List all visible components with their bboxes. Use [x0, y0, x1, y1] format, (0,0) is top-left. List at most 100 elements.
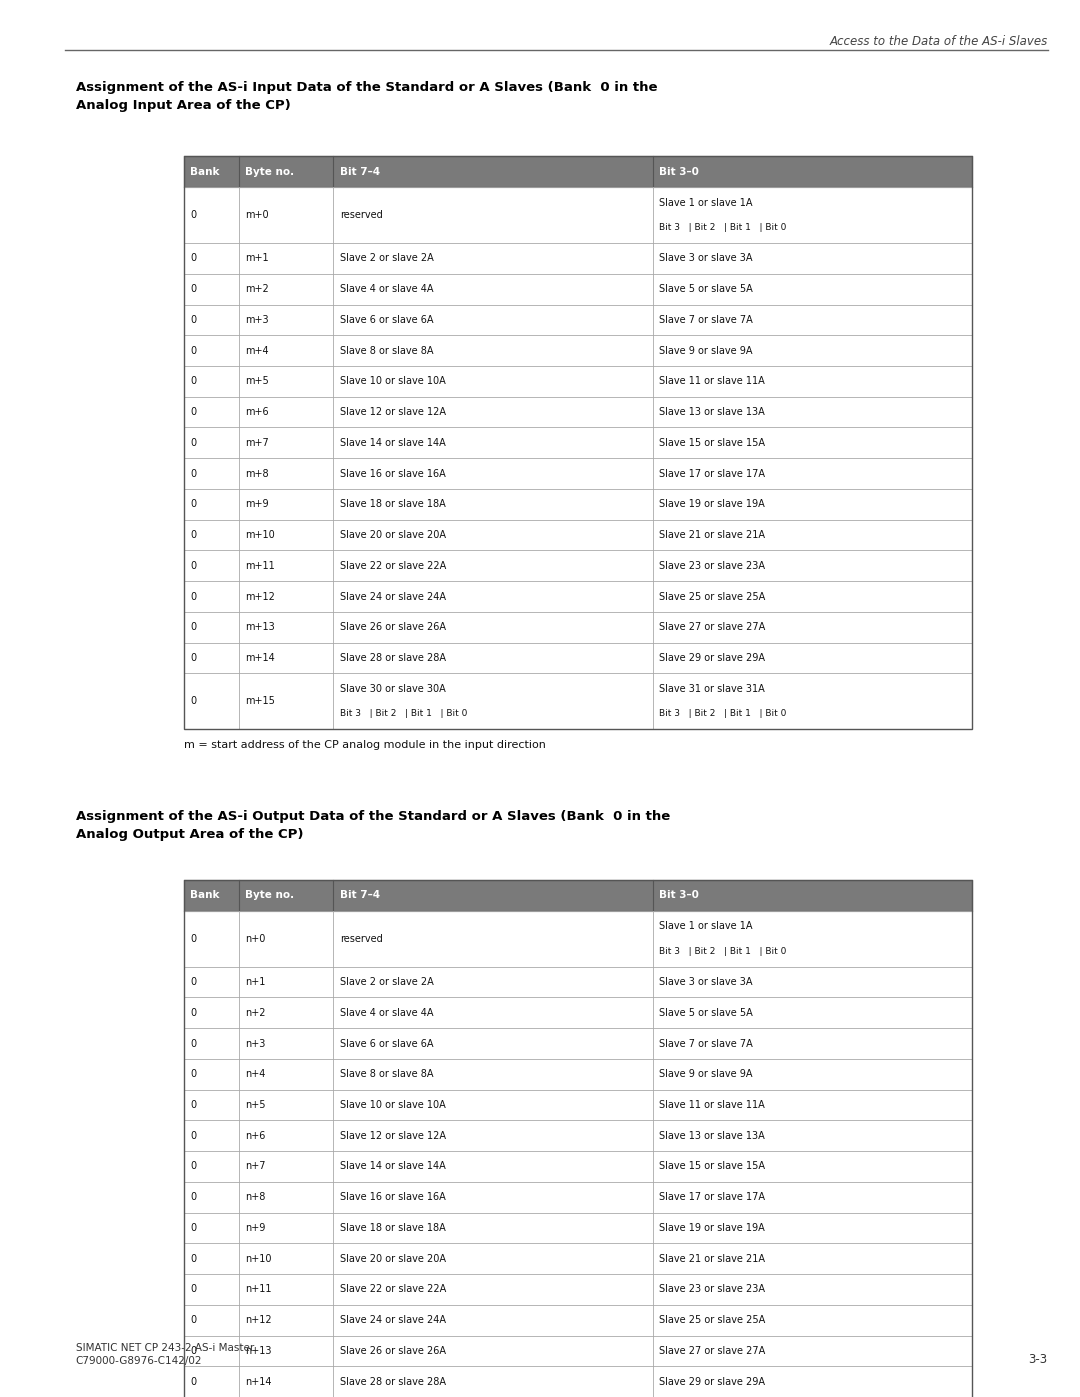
Text: 0: 0	[190, 933, 197, 944]
Text: Assignment of the AS-i Input Data of the Standard or A Slaves (Bank  0 in the
An: Assignment of the AS-i Input Data of the…	[76, 81, 657, 112]
Bar	[184, 880, 972, 1397]
Text: Slave 2 or slave 2A: Slave 2 or slave 2A	[340, 253, 434, 264]
Text: Bank: Bank	[190, 890, 219, 901]
Text: reserved: reserved	[340, 210, 382, 221]
Bar	[184, 612, 972, 643]
Bar	[184, 1028, 972, 1059]
Text: 0: 0	[190, 345, 197, 356]
Text: m+9: m+9	[245, 499, 269, 510]
Bar	[184, 1336, 972, 1366]
Text: Slave 23 or slave 23A: Slave 23 or slave 23A	[659, 560, 765, 571]
Text: 0: 0	[190, 468, 197, 479]
Text: Slave 30 or slave 30A: Slave 30 or slave 30A	[340, 685, 446, 694]
Text: n+13: n+13	[245, 1345, 272, 1356]
Text: 0: 0	[190, 210, 197, 221]
Bar	[184, 335, 972, 366]
Text: m+5: m+5	[245, 376, 269, 387]
Bar	[184, 1182, 972, 1213]
Text: m+4: m+4	[245, 345, 269, 356]
Text: 0: 0	[190, 560, 197, 571]
Bar	[184, 1366, 972, 1397]
Bar	[184, 156, 972, 187]
Text: Slave 11 or slave 11A: Slave 11 or slave 11A	[659, 376, 765, 387]
Text: 0: 0	[190, 1192, 197, 1203]
Text: Slave 9 or slave 9A: Slave 9 or slave 9A	[659, 1069, 753, 1080]
Text: n+3: n+3	[245, 1038, 266, 1049]
Text: 0: 0	[190, 652, 197, 664]
Text: 0: 0	[190, 1161, 197, 1172]
Bar	[184, 550, 972, 581]
Text: 0: 0	[190, 1315, 197, 1326]
Text: Slave 27 or slave 27A: Slave 27 or slave 27A	[659, 622, 766, 633]
Text: Slave 17 or slave 17A: Slave 17 or slave 17A	[659, 1192, 765, 1203]
Text: Slave 1 or slave 1A: Slave 1 or slave 1A	[659, 922, 753, 932]
Text: Slave 19 or slave 19A: Slave 19 or slave 19A	[659, 1222, 765, 1234]
Text: 0: 0	[190, 1376, 197, 1387]
Text: Slave 15 or slave 15A: Slave 15 or slave 15A	[659, 1161, 765, 1172]
Bar	[184, 1305, 972, 1336]
Bar	[184, 1243, 972, 1274]
Bar	[184, 427, 972, 458]
Text: n+14: n+14	[245, 1376, 272, 1387]
Text: Slave 21 or slave 21A: Slave 21 or slave 21A	[659, 1253, 765, 1264]
Text: Slave 10 or slave 10A: Slave 10 or slave 10A	[340, 1099, 446, 1111]
Text: m+3: m+3	[245, 314, 269, 326]
Text: n+6: n+6	[245, 1130, 266, 1141]
Text: Slave 31 or slave 31A: Slave 31 or slave 31A	[659, 685, 765, 694]
Text: Slave 4 or slave 4A: Slave 4 or slave 4A	[340, 284, 433, 295]
Bar	[184, 397, 972, 427]
Text: 0: 0	[190, 1038, 197, 1049]
Text: 0: 0	[190, 1284, 197, 1295]
Text: Bit 3   | Bit 2   | Bit 1   | Bit 0: Bit 3 | Bit 2 | Bit 1 | Bit 0	[659, 224, 786, 232]
Bar	[184, 1213, 972, 1243]
Text: Slave 6 or slave 6A: Slave 6 or slave 6A	[340, 314, 433, 326]
Text: 0: 0	[190, 1069, 197, 1080]
Text: m+14: m+14	[245, 652, 275, 664]
Text: 3-3: 3-3	[1028, 1354, 1048, 1366]
Text: n+5: n+5	[245, 1099, 266, 1111]
Text: Slave 7 or slave 7A: Slave 7 or slave 7A	[659, 314, 753, 326]
Text: Slave 14 or slave 14A: Slave 14 or slave 14A	[340, 1161, 446, 1172]
Text: Slave 2 or slave 2A: Slave 2 or slave 2A	[340, 977, 434, 988]
Text: m+1: m+1	[245, 253, 269, 264]
Text: Slave 14 or slave 14A: Slave 14 or slave 14A	[340, 437, 446, 448]
Text: Slave 11 or slave 11A: Slave 11 or slave 11A	[659, 1099, 765, 1111]
Text: Slave 24 or slave 24A: Slave 24 or slave 24A	[340, 591, 446, 602]
Text: Bit 3–0: Bit 3–0	[659, 166, 699, 177]
Text: Slave 27 or slave 27A: Slave 27 or slave 27A	[659, 1345, 766, 1356]
Text: n+10: n+10	[245, 1253, 272, 1264]
Text: Slave 24 or slave 24A: Slave 24 or slave 24A	[340, 1315, 446, 1326]
Bar	[184, 187, 972, 243]
Text: m+10: m+10	[245, 529, 275, 541]
Text: Slave 29 or slave 29A: Slave 29 or slave 29A	[659, 652, 765, 664]
Text: m+15: m+15	[245, 696, 275, 707]
Text: Slave 3 or slave 3A: Slave 3 or slave 3A	[659, 977, 753, 988]
Text: 0: 0	[190, 1253, 197, 1264]
Text: Slave 20 or slave 20A: Slave 20 or slave 20A	[340, 1253, 446, 1264]
Text: Slave 20 or slave 20A: Slave 20 or slave 20A	[340, 529, 446, 541]
Text: Bit 7–4: Bit 7–4	[340, 166, 380, 177]
Text: Slave 8 or slave 8A: Slave 8 or slave 8A	[340, 1069, 433, 1080]
Bar	[184, 458, 972, 489]
Text: Assignment of the AS-i Output Data of the Standard or A Slaves (Bank  0 in the
A: Assignment of the AS-i Output Data of th…	[76, 810, 670, 841]
Text: Slave 25 or slave 25A: Slave 25 or slave 25A	[659, 591, 766, 602]
Text: SIMATIC NET CP 243-2 AS-i Master
C79000-G8976-C142/02: SIMATIC NET CP 243-2 AS-i Master C79000-…	[76, 1343, 254, 1366]
Text: Slave 15 or slave 15A: Slave 15 or slave 15A	[659, 437, 765, 448]
Text: Bit 3   | Bit 2   | Bit 1   | Bit 0: Bit 3 | Bit 2 | Bit 1 | Bit 0	[659, 710, 786, 718]
Text: n+1: n+1	[245, 977, 266, 988]
Text: Slave 13 or slave 13A: Slave 13 or slave 13A	[659, 1130, 765, 1141]
Text: 0: 0	[190, 437, 197, 448]
Bar	[184, 673, 972, 729]
Text: n+0: n+0	[245, 933, 266, 944]
Text: Slave 25 or slave 25A: Slave 25 or slave 25A	[659, 1315, 766, 1326]
Bar	[184, 643, 972, 673]
Text: m+6: m+6	[245, 407, 269, 418]
Text: Bit 7–4: Bit 7–4	[340, 890, 380, 901]
Text: Slave 10 or slave 10A: Slave 10 or slave 10A	[340, 376, 446, 387]
Text: Slave 21 or slave 21A: Slave 21 or slave 21A	[659, 529, 765, 541]
Text: Slave 9 or slave 9A: Slave 9 or slave 9A	[659, 345, 753, 356]
Text: m+7: m+7	[245, 437, 269, 448]
Text: Slave 18 or slave 18A: Slave 18 or slave 18A	[340, 499, 446, 510]
Text: Slave 28 or slave 28A: Slave 28 or slave 28A	[340, 652, 446, 664]
Text: Slave 13 or slave 13A: Slave 13 or slave 13A	[659, 407, 765, 418]
